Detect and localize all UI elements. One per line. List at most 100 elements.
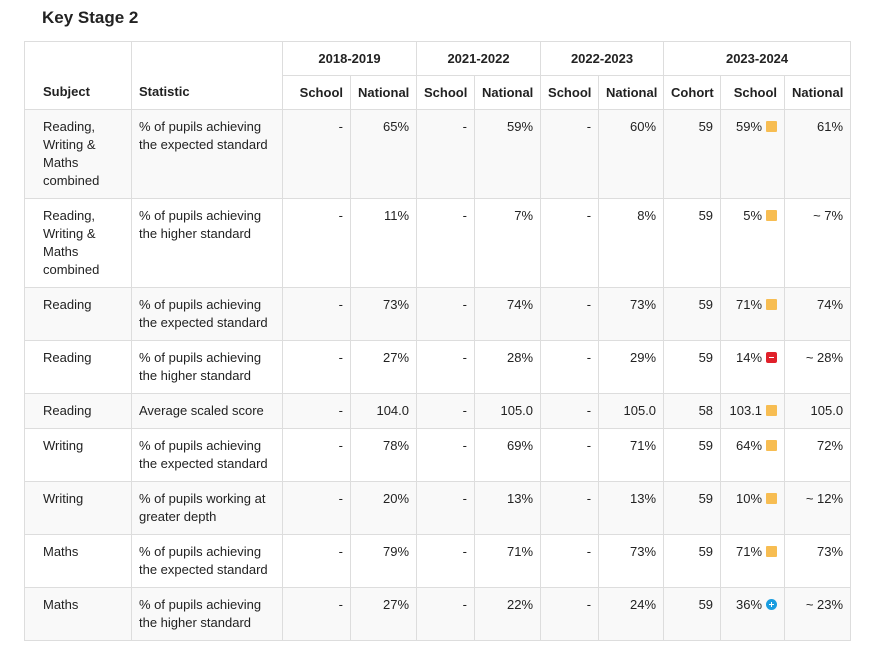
statistic-cell-value: % of pupils achieving the expected stand… — [139, 119, 268, 152]
below-indicator-icon — [766, 352, 778, 363]
statistic-cell: % of pupils achieving the higher standar… — [131, 587, 283, 641]
amber-indicator-icon — [766, 546, 778, 557]
year-header-2022-2023: 2022-2023 — [540, 41, 665, 76]
school-2023-2024-cell: 71% — [720, 534, 786, 588]
school-2018-2019-cell-value: - — [338, 403, 343, 418]
school-2018-2019-cell: - — [282, 587, 351, 641]
national-2021-2022-cell: 74% — [474, 287, 542, 341]
subject-cell: Reading — [24, 287, 132, 341]
national-2018-2019-cell-value: 20% — [382, 491, 410, 506]
school-2022-2023-cell: - — [540, 198, 600, 288]
cohort-2023-2024-cell: 59 — [663, 198, 722, 288]
national-2022-2023-cell-value: 73% — [630, 297, 657, 312]
national-2023-2024-cell: 74% — [784, 287, 852, 341]
year-header-2018-2019: 2018-2019 — [281, 41, 418, 76]
national-2018-2019-cell: 104.0 — [349, 393, 418, 429]
school-2018-2019-cell: - — [282, 481, 351, 535]
school-2021-2022-cell: - — [416, 287, 476, 341]
national-2021-2022-cell-value: 69% — [507, 438, 534, 453]
school-2023-2024-cell-value: 71% — [736, 297, 763, 312]
school-2023-2024-cell-value: 5% — [743, 208, 763, 223]
subject-cell-value: Maths — [43, 544, 79, 559]
school-2023-2024-cell: 64% — [720, 428, 786, 482]
school-column-header: School — [540, 75, 600, 110]
table-row: Reading Average scaled score - 104.0 - 105.0 -… — [24, 393, 852, 429]
school-2022-2023-cell: - — [540, 428, 600, 482]
cohort-2023-2024-cell: 59 — [663, 340, 722, 394]
cohort-2023-2024-cell: 59 — [663, 287, 722, 341]
school-column-header: School — [282, 75, 351, 110]
school-2022-2023-cell: - — [540, 340, 600, 394]
table-row: Maths % of pupils achieving the expected … — [24, 534, 852, 588]
national-2018-2019-cell-value: 104.0 — [376, 403, 410, 418]
statistic-cell: % of pupils achieving the higher standar… — [131, 198, 283, 288]
school-2023-2024-cell-value: 59% — [736, 119, 763, 134]
school-2021-2022-cell-value: - — [462, 597, 468, 612]
national-2023-2024-cell-value: 73% — [817, 544, 844, 559]
statistic-cell-value: % of pupils achieving the expected stand… — [139, 438, 268, 471]
national-2023-2024-cell-value: 72% — [817, 438, 844, 453]
national-2022-2023-cell-value: 60% — [630, 119, 657, 134]
national-2023-2024-cell: 105.0 — [784, 393, 852, 429]
school-2023-2024-cell-value: 10% — [736, 491, 763, 506]
school-2018-2019-cell-value: - — [338, 438, 343, 453]
national-2022-2023-cell: 29% — [598, 340, 665, 394]
school-2021-2022-cell-value: - — [462, 350, 468, 365]
national-2023-2024-cell: 73% — [784, 534, 852, 588]
subject-cell: Writing — [24, 481, 132, 535]
national-2022-2023-cell-value: 24% — [630, 597, 657, 612]
national-2022-2023-cell: 105.0 — [598, 393, 665, 429]
cohort-2023-2024-cell: 59 — [663, 534, 722, 588]
national-2023-2024-cell: ~ 23% — [784, 587, 852, 641]
national-2023-2024-cell: ~ 12% — [784, 481, 852, 535]
cohort-2023-2024-cell: 59 — [663, 428, 722, 482]
cohort-2023-2024-cell-value: 59 — [698, 350, 714, 365]
school-2021-2022-cell: - — [416, 109, 476, 199]
national-2022-2023-cell-value: 29% — [630, 350, 657, 365]
school-2018-2019-cell-value: - — [338, 597, 343, 612]
statistic-cell: % of pupils working at greater depth — [131, 481, 283, 535]
national-2018-2019-cell: 78% — [349, 428, 418, 482]
national-2021-2022-cell: 7% — [474, 198, 542, 288]
school-2018-2019-cell: - — [282, 340, 351, 394]
national-2018-2019-cell: 73% — [349, 287, 418, 341]
table-row: Maths % of pupils achieving the higher st… — [24, 587, 852, 641]
national-2018-2019-cell-value: 11% — [383, 208, 410, 223]
national-2018-2019-cell-value: 79% — [382, 544, 410, 559]
national-2018-2019-cell-value: 73% — [382, 297, 410, 312]
national-2021-2022-cell: 105.0 — [474, 393, 542, 429]
school-2022-2023-cell: - — [540, 109, 600, 199]
cohort-2023-2024-cell: 59 — [663, 109, 722, 199]
cohort-2023-2024-cell-value: 59 — [698, 208, 714, 223]
national-column-header: National — [474, 75, 542, 110]
national-2022-2023-cell-value: 8% — [637, 208, 657, 223]
national-2018-2019-cell: 20% — [349, 481, 418, 535]
school-2022-2023-cell-value: - — [586, 208, 592, 223]
national-2021-2022-cell: 22% — [474, 587, 542, 641]
school-2018-2019-cell-value: - — [338, 350, 343, 365]
national-2018-2019-cell-value: 27% — [382, 350, 410, 365]
school-2023-2024-cell-value: 71% — [736, 544, 763, 559]
school-column-header: School — [720, 75, 786, 110]
national-2022-2023-cell-value: 105.0 — [623, 403, 657, 418]
cohort-column-header: Cohort — [663, 75, 722, 110]
national-2021-2022-cell: 13% — [474, 481, 542, 535]
school-2022-2023-cell-value: - — [586, 438, 592, 453]
school-2023-2024-cell: 103.1 — [720, 393, 786, 429]
subject-cell: Reading, Writing & Maths combined — [24, 109, 132, 199]
national-column-header: National — [784, 75, 852, 110]
national-2022-2023-cell: 73% — [598, 287, 665, 341]
national-2023-2024-cell: 61% — [784, 109, 852, 199]
statistic-cell-value: % of pupils achieving the higher standar… — [139, 350, 262, 383]
statistic-cell-value: Average scaled score — [139, 403, 264, 418]
national-2018-2019-cell: 27% — [349, 340, 418, 394]
national-2018-2019-cell: 11% — [349, 198, 418, 288]
national-2021-2022-cell: 28% — [474, 340, 542, 394]
school-2021-2022-cell-value: - — [462, 297, 468, 312]
national-2022-2023-cell: 71% — [598, 428, 665, 482]
cohort-2023-2024-cell-value: 59 — [698, 491, 714, 506]
statistic-cell-value: % of pupils achieving the expected stand… — [139, 544, 268, 577]
national-column-header: National — [598, 75, 665, 110]
subject-cell-value: Reading — [43, 350, 92, 365]
national-2021-2022-cell: 71% — [474, 534, 542, 588]
